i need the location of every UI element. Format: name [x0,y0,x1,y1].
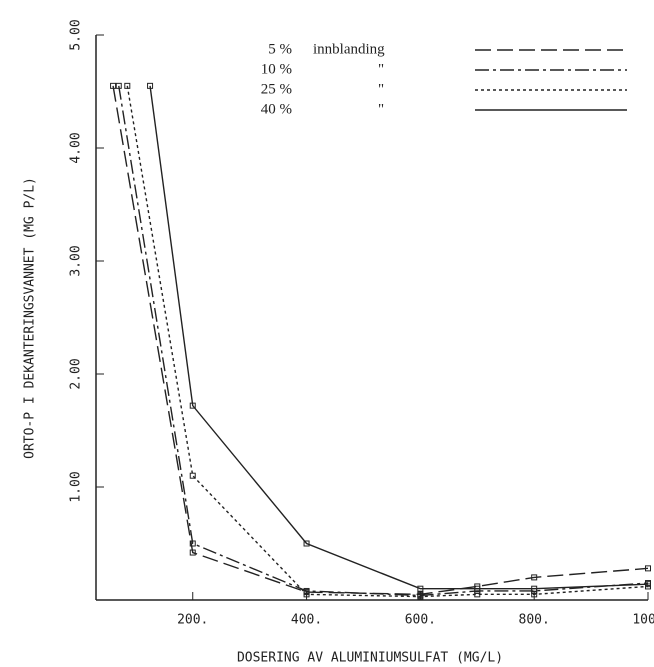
y-axis-label: ORTO-P I DEKANTERINGSVANNET (MG P/L) [23,177,38,459]
point-marker [189,549,196,556]
legend-note: " [378,61,384,77]
x-tick-label: 200. [177,613,208,628]
legend-label: 5 % [268,41,292,57]
series-line [149,85,649,590]
point-marker [189,472,196,479]
y-tick-label: 4.00 [69,132,84,163]
y-tick-label: 1.00 [69,471,84,502]
x-tick-label: 1000 [632,613,654,628]
point-marker [147,82,154,89]
x-tick-label: 400. [291,613,322,628]
legend-note: " [378,101,384,117]
legend-label: 10 % [261,61,292,77]
legend-label: 40 % [261,101,292,117]
series-line [118,85,649,597]
y-tick-label: 5.00 [69,19,84,50]
point-marker [531,574,538,581]
point-marker [645,581,651,588]
legend-note: " [378,81,384,97]
series-line [112,85,649,596]
point-marker [124,82,131,89]
point-marker [474,591,481,598]
point-marker [645,565,651,572]
y-tick-label: 3.00 [69,245,84,276]
point-marker [115,82,122,89]
point-marker [417,585,424,592]
series-line [126,85,649,598]
point-marker [303,591,310,598]
point-marker [303,540,310,547]
point-marker [531,585,538,592]
point-marker [189,540,196,547]
x-axis-label: DOSERING AV ALUMINIUMSULFAT (MG/L) [237,651,503,666]
legend-note: innblanding [313,41,385,57]
point-marker [474,585,481,592]
point-marker [189,402,196,409]
y-tick-label: 2.00 [69,358,84,389]
legend-label: 25 % [261,81,292,97]
x-tick-label: 600. [405,613,436,628]
x-tick-label: 800. [519,613,550,628]
point-marker [531,591,538,598]
point-marker [417,593,424,600]
point-marker [110,82,117,89]
